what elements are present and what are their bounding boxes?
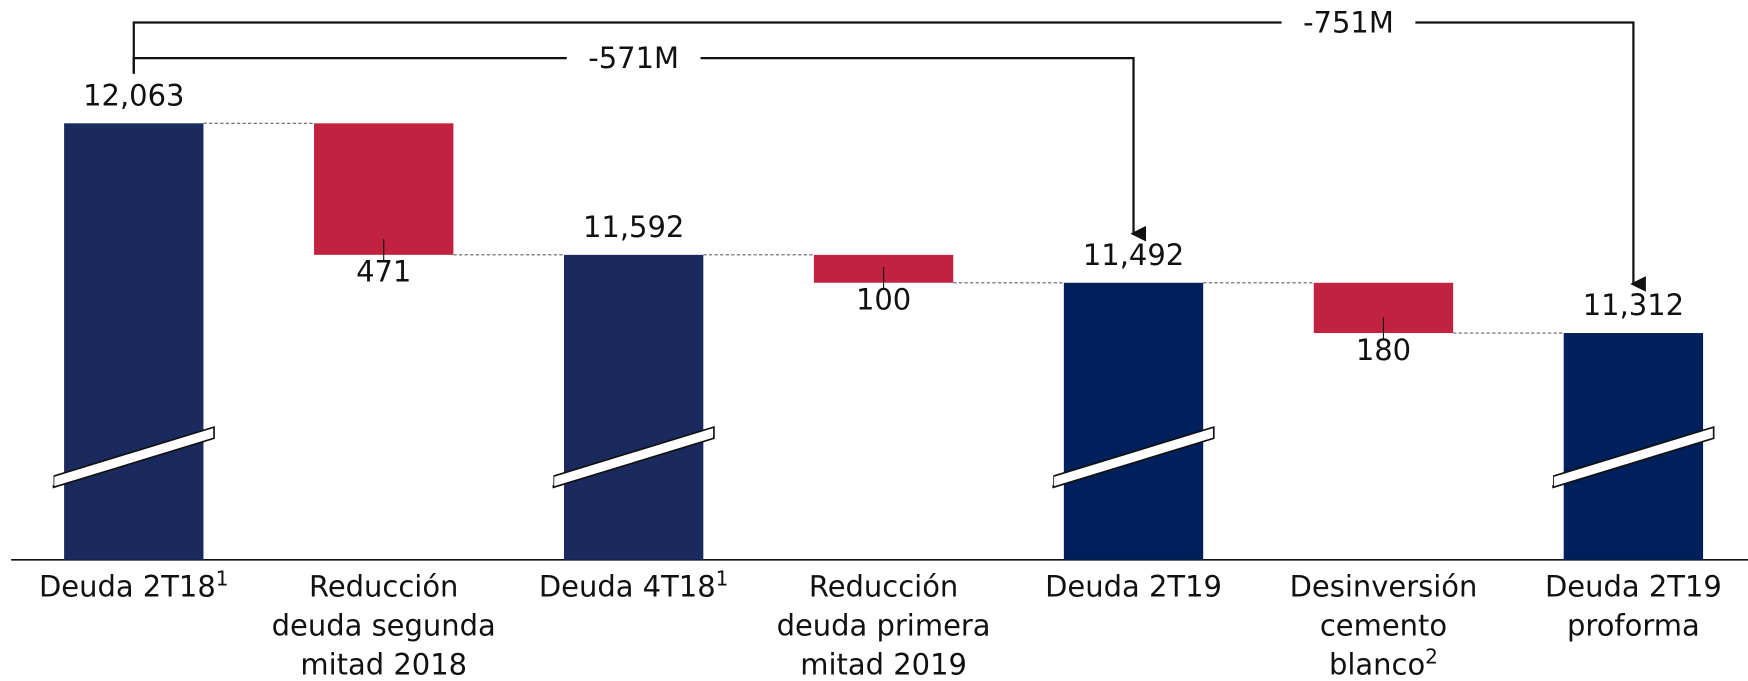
- x-tick-label: Reducción deuda primera mitad 2019: [777, 570, 991, 677]
- x-tick-label-line: mitad 2018: [300, 648, 467, 677]
- axis-break-mask: [51, 429, 54, 486]
- bar: [64, 123, 204, 560]
- bracket: [132, 21, 1282, 74]
- value-label: 12,063: [83, 78, 184, 112]
- axis-break: [552, 425, 715, 489]
- footnote-marker: 2: [1425, 644, 1438, 668]
- x-tick-label-line: deuda segunda: [272, 609, 496, 643]
- x-tick-label-line: deuda primera: [777, 609, 991, 643]
- x-tick-label: Desinversión cemento blanco2: [1290, 570, 1478, 677]
- bracket: [132, 57, 567, 74]
- annotation: -571M: [588, 41, 679, 75]
- bracket: [1415, 21, 1646, 292]
- x-tick-label-line: mitad 2019: [800, 648, 967, 677]
- x-tick-label-line: Deuda 2T19: [1545, 570, 1722, 604]
- x-tick-label: Deuda 4T181: [539, 566, 729, 603]
- x-tick-label-line: proforma: [1567, 609, 1700, 643]
- x-tick-label-line: Reducción: [309, 570, 458, 604]
- axis-break-mask: [1550, 429, 1554, 486]
- x-tick-label: Reducción deuda segunda mitad 2018: [272, 570, 496, 677]
- value-label: 11,312: [1583, 288, 1684, 322]
- bracket: [700, 57, 1147, 242]
- value-label: 471: [356, 255, 411, 289]
- value-label: 100: [856, 283, 911, 317]
- value-label: 180: [1356, 333, 1411, 367]
- x-tick-label: Deuda 2T19 proforma: [1545, 570, 1722, 643]
- x-tick-label-line: Deuda 4T18: [539, 570, 716, 604]
- x-tick-label-line: Deuda 2T19: [1045, 570, 1222, 604]
- annotation: -751M: [1303, 5, 1394, 39]
- value-label: 11,492: [1083, 238, 1184, 272]
- axis-break-mask: [1051, 429, 1054, 486]
- x-tick-label: Deuda 2T19: [1045, 570, 1222, 604]
- bar: [1063, 282, 1204, 560]
- footnote-marker: 1: [716, 566, 729, 590]
- x-tick-label-line: Deuda 2T18: [39, 570, 216, 604]
- bar: [314, 123, 454, 255]
- value-label: 11,592: [583, 210, 684, 244]
- bar: [563, 254, 704, 560]
- footnote-marker: 1: [216, 566, 229, 590]
- x-tick-label-line: Reducción: [809, 570, 958, 604]
- x-tick-label-line: Desinversión: [1290, 570, 1478, 604]
- x-tick-label: Deuda 2T181: [39, 566, 229, 603]
- x-tick-label-line: cemento: [1320, 609, 1447, 643]
- axis-break-mask: [551, 429, 554, 486]
- x-tick-label-line: blanco: [1329, 648, 1425, 677]
